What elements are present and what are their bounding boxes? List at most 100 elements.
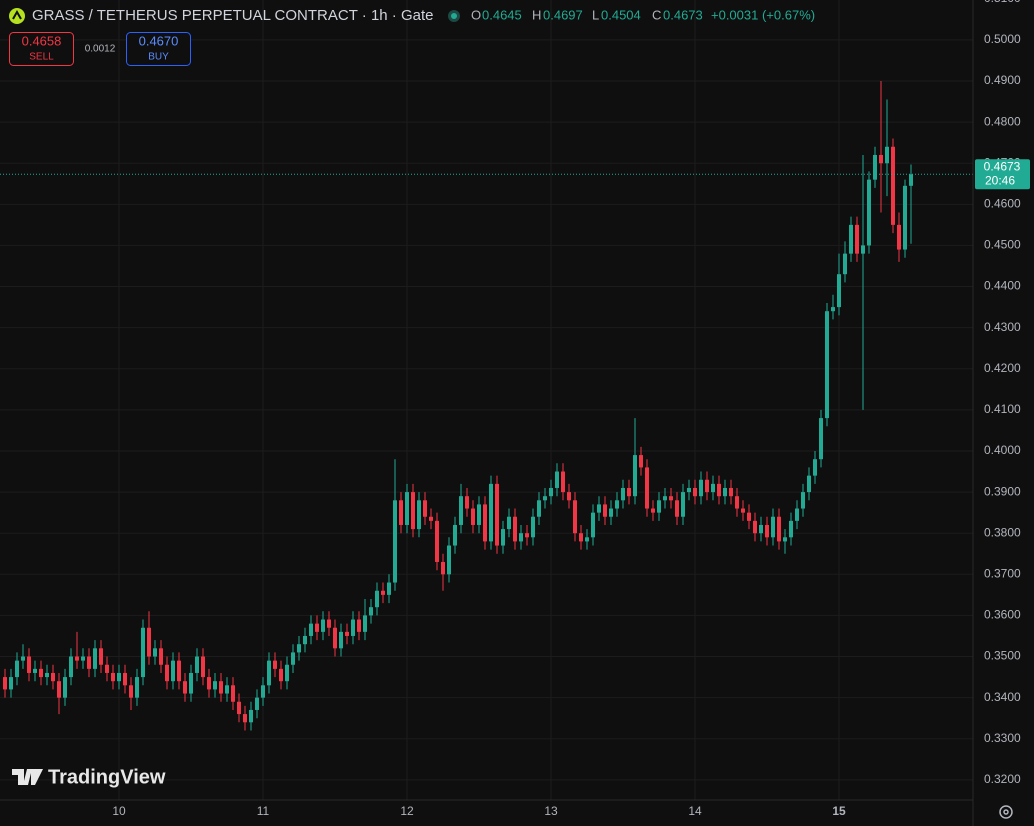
candle-body [99, 648, 103, 665]
ohlc-value: 0.4673 [663, 7, 703, 22]
candle-body [555, 471, 559, 488]
ohlc-label: L [592, 7, 599, 22]
candle-body [561, 471, 565, 493]
ohlc-value: 0.4697 [543, 7, 583, 22]
candle-body [135, 677, 139, 698]
candle-body [285, 664, 289, 682]
candle-body [693, 487, 697, 497]
y-tick-label: 0.4400 [984, 279, 1021, 293]
candle-body [231, 685, 235, 702]
candle-body [3, 677, 7, 690]
candle-body [681, 492, 685, 517]
ohlc-label: H [532, 7, 541, 22]
y-tick-label: 0.3400 [984, 690, 1021, 704]
y-tick-label: 0.3700 [984, 566, 1021, 580]
candle-body [609, 508, 613, 517]
candle-body [435, 520, 439, 562]
candle-body [399, 500, 403, 525]
candle-body [849, 224, 853, 254]
candle-body [201, 656, 205, 678]
candle-body [111, 672, 115, 682]
candle-body [579, 533, 583, 542]
candle-body [855, 224, 859, 254]
candle-body [21, 656, 25, 661]
candle-body [873, 154, 877, 180]
settings-icon [1003, 809, 1009, 815]
candle-body [489, 483, 493, 542]
candle-body [549, 487, 553, 497]
y-tick-label: 0.3300 [984, 731, 1021, 745]
candle-body [39, 668, 43, 678]
buy-price: 0.4670 [139, 33, 179, 48]
candle-body [441, 561, 445, 575]
y-tick-label: 0.3500 [984, 649, 1021, 663]
candle-body [375, 590, 379, 608]
candle-body [105, 664, 109, 673]
candle-body [843, 253, 847, 275]
x-tick-label: 14 [688, 804, 702, 818]
watermark: TradingView [48, 766, 166, 788]
candle-body [705, 479, 709, 493]
x-tick-label: 13 [544, 804, 558, 818]
buy-label: BUY [148, 52, 169, 63]
candle-body [585, 537, 589, 542]
candle-body [471, 508, 475, 525]
y-tick-label: 0.3800 [984, 525, 1021, 539]
candle-body [27, 656, 31, 673]
symbol-logo [9, 8, 25, 24]
candle-body [621, 487, 625, 501]
candle-body [651, 508, 655, 513]
candle-body [537, 500, 541, 517]
candle-body [129, 685, 133, 698]
axes: 0.3200 0.3300 0.3400 0.3500 0.3600 0.3700 0.38… [112, 0, 1030, 818]
spread: 0.0012 [85, 44, 116, 55]
candle-body [819, 418, 823, 460]
candle-body [729, 487, 733, 497]
candle-body [225, 685, 229, 694]
y-tick-label: 0.4900 [984, 73, 1021, 87]
candle-body [309, 623, 313, 636]
candle-body [393, 500, 397, 583]
symbol-logo-mark [12, 9, 22, 20]
y-tick-label: 0.3900 [984, 484, 1021, 498]
candle-body [543, 496, 547, 501]
candle-body [297, 644, 301, 653]
x-tick-label: 10 [112, 804, 126, 818]
chart-title: GRASS / TETHERUS PERPETUAL CONTRACT · 1h… [32, 7, 433, 24]
candle-body [513, 516, 517, 542]
candle-body [597, 504, 601, 513]
candle-body [237, 701, 241, 715]
candle-body [51, 672, 55, 682]
price-tag-value: 0.4673 [984, 159, 1021, 173]
candle-body [507, 516, 511, 530]
candle-body [573, 500, 577, 534]
candle-body [363, 615, 367, 632]
candle-body [147, 627, 151, 657]
y-tick-label: 0.4000 [984, 443, 1021, 457]
ohlc-value: 0.4645 [482, 7, 522, 22]
candle-body [459, 496, 463, 525]
candle-body [699, 479, 703, 497]
candle-body [195, 656, 199, 673]
candle-body [207, 677, 211, 690]
ohlc-label: O [471, 7, 481, 22]
candle-body [429, 516, 433, 521]
candle-body [687, 487, 691, 493]
y-tick-label: 0.4500 [984, 238, 1021, 252]
candle-body [645, 467, 649, 509]
candle-body [153, 648, 157, 657]
candle-body [825, 311, 829, 419]
x-tick-label: 15 [832, 804, 846, 818]
candle-body [9, 677, 13, 690]
watermark-logo [12, 769, 43, 785]
buy-button[interactable] [126, 32, 191, 66]
candle-body [321, 619, 325, 632]
candle-body [45, 672, 49, 678]
settings-button[interactable] [999, 805, 1013, 819]
candle-body [213, 681, 217, 690]
sell-button[interactable] [9, 32, 74, 66]
price-tag [975, 159, 1030, 190]
